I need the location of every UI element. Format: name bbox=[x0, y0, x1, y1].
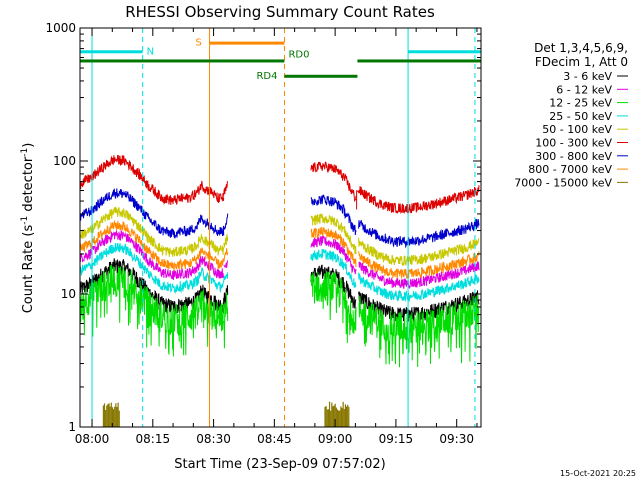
series-line-3-seg-4 bbox=[310, 248, 357, 288]
series-line-2-seg-5 bbox=[358, 294, 480, 368]
series-line-2-seg-0 bbox=[79, 264, 181, 357]
series-line-6-seg-0 bbox=[79, 188, 181, 239]
series-line-5-seg-0 bbox=[79, 154, 181, 206]
series-line-1-seg-5 bbox=[358, 261, 480, 290]
y-axis-label: Count Rate (s-1 detector-1) bbox=[20, 143, 36, 314]
legend-label-5: 100 - 300 keV bbox=[535, 137, 612, 150]
night-bar-1 bbox=[408, 50, 481, 54]
x-axis-label: Start Time (23-Sep-09 07:57:02) bbox=[174, 457, 385, 472]
legend-label-3: 25 - 50 keV bbox=[549, 110, 612, 123]
overlay-layer: N S RD0 RD4 bbox=[80, 28, 481, 427]
series-layer bbox=[79, 154, 480, 427]
series-line-5-seg-3 bbox=[223, 181, 228, 196]
series-line-3-seg-1 bbox=[179, 267, 206, 294]
saa-label: S bbox=[196, 38, 202, 49]
series-line-6-seg-2 bbox=[205, 218, 225, 236]
y-tick-label-1: 10 bbox=[61, 287, 76, 301]
chart-title: RHESSI Observing Summary Count Rates bbox=[125, 3, 435, 21]
series-line-3-seg-2 bbox=[205, 271, 225, 294]
legend-label-6: 300 - 800 keV bbox=[535, 150, 612, 163]
series-line-4-seg-3 bbox=[223, 233, 229, 248]
series-line-6-seg-4 bbox=[310, 194, 357, 236]
series-line-7-seg-3 bbox=[223, 248, 229, 263]
legend-label-0: 3 - 6 keV bbox=[563, 70, 612, 83]
legend-label-4: 50 - 100 keV bbox=[542, 123, 612, 136]
series-line-5-seg-4 bbox=[310, 161, 357, 203]
rd-bar-1 bbox=[284, 74, 358, 78]
legend: Det 1,3,4,5,6,9, FDecim 1, Att 0 3 - 6 k… bbox=[514, 41, 628, 189]
series-line-7-seg-0 bbox=[79, 220, 181, 272]
legend-label-7: 800 - 7000 keV bbox=[528, 163, 612, 176]
series-line-0-seg-0 bbox=[79, 258, 181, 314]
series-line-1-seg-3 bbox=[223, 259, 229, 268]
series-line-5-seg-5 bbox=[358, 185, 480, 215]
series-line-2-seg-2 bbox=[205, 295, 225, 347]
series-line-6-seg-3 bbox=[223, 213, 229, 230]
rd4-label: RD4 bbox=[256, 71, 277, 82]
legend-header-2: FDecim 1, Att 0 bbox=[535, 55, 628, 69]
series-line-1-seg-2 bbox=[205, 260, 225, 279]
series-line-4-seg-1 bbox=[179, 234, 206, 256]
x-tick-label-1: 08:15 bbox=[136, 432, 171, 446]
y-label-main: Count Rate (s bbox=[21, 225, 36, 314]
night-label: N bbox=[147, 46, 154, 57]
series-line-1-seg-1 bbox=[179, 255, 206, 279]
series-line-5-seg-1 bbox=[179, 180, 206, 203]
x-tick-label-5: 09:15 bbox=[379, 432, 414, 446]
series-line-7-seg-5 bbox=[358, 251, 480, 279]
red-spike-top-0 bbox=[356, 190, 361, 194]
footer-timestamp: 15-Oct-2021 20:25 bbox=[560, 469, 636, 478]
night-bar-0 bbox=[80, 50, 143, 54]
series-line-1-seg-4 bbox=[310, 234, 357, 275]
y-tick-label-2: 100 bbox=[53, 154, 76, 168]
series-line-2-seg-3 bbox=[223, 292, 229, 349]
y-tick-label-3: 1000 bbox=[45, 21, 76, 35]
saa-bar bbox=[209, 41, 285, 45]
series-line-7-seg-1 bbox=[179, 247, 206, 269]
axes-layer: 1 10 100 1000 08:00 08:15 08:30 08:45 09:00 09:15… bbox=[45, 21, 481, 446]
x-tick-label-3: 08:45 bbox=[257, 432, 292, 446]
legend-label-8: 7000 - 15000 keV bbox=[514, 176, 612, 189]
x-tick-label-2: 08:30 bbox=[196, 432, 231, 446]
series-line-1-seg-0 bbox=[79, 229, 181, 281]
y-tick-label-0: 1 bbox=[68, 420, 76, 434]
legend-header-1: Det 1,3,4,5,6,9, bbox=[534, 41, 628, 55]
series-line-4-seg-5 bbox=[358, 237, 480, 266]
y-label-sup1: -1 bbox=[20, 216, 30, 225]
series-line-7-seg-2 bbox=[205, 251, 225, 269]
rd-bar-0 bbox=[80, 59, 285, 63]
y-label-mid: detector bbox=[21, 156, 36, 216]
series-line-3-seg-5 bbox=[358, 272, 480, 303]
legend-label-1: 6 - 12 keV bbox=[556, 83, 612, 96]
series-line-3-seg-0 bbox=[79, 242, 181, 295]
y-label-sup2: -1 bbox=[20, 148, 30, 157]
series-line-4-seg-0 bbox=[79, 206, 181, 257]
series-line-6-seg-1 bbox=[179, 214, 206, 237]
series-line-7-seg-4 bbox=[310, 226, 357, 268]
rd0-label: RD0 bbox=[288, 49, 309, 60]
series-line-4-seg-4 bbox=[310, 212, 357, 255]
x-tick-label-0: 08:00 bbox=[75, 432, 110, 446]
series-line-3-seg-3 bbox=[223, 272, 229, 282]
x-tick-label-4: 09:00 bbox=[318, 432, 353, 446]
y-label-end: ) bbox=[21, 143, 36, 148]
rd-bar-2 bbox=[357, 59, 481, 63]
series-line-5-seg-2 bbox=[205, 186, 225, 204]
series-line-4-seg-2 bbox=[205, 236, 225, 256]
legend-label-2: 12 - 25 keV bbox=[549, 97, 612, 110]
series-line-2-seg-1 bbox=[179, 288, 206, 356]
plot-frame bbox=[79, 27, 482, 428]
x-tick-label-6: 09:30 bbox=[439, 432, 474, 446]
series-line-6-seg-5 bbox=[358, 218, 480, 249]
series-line-2-seg-4 bbox=[310, 270, 357, 344]
